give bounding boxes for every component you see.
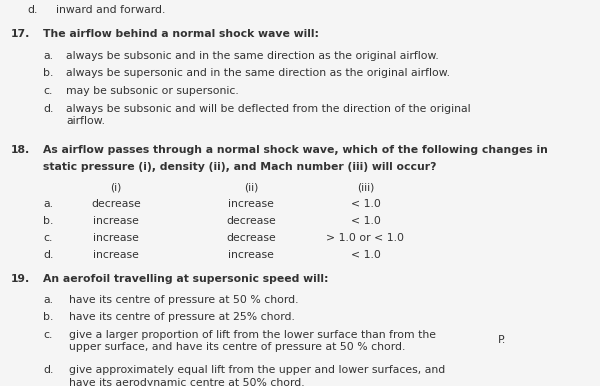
Text: always be supersonic and in the same direction as the original airflow.: always be supersonic and in the same dir… — [67, 68, 451, 78]
Text: The airflow behind a normal shock wave will:: The airflow behind a normal shock wave w… — [43, 29, 319, 39]
Text: increase: increase — [228, 200, 274, 210]
Text: b.: b. — [43, 312, 53, 322]
Text: a.: a. — [43, 200, 53, 210]
Text: decrease: decrease — [91, 200, 140, 210]
Text: c.: c. — [43, 234, 52, 244]
Text: b.: b. — [43, 217, 53, 227]
Text: (ii): (ii) — [244, 183, 258, 193]
Text: inward and forward.: inward and forward. — [56, 5, 166, 15]
Text: d.: d. — [28, 5, 38, 15]
Text: decrease: decrease — [226, 217, 276, 227]
Text: increase: increase — [228, 251, 274, 261]
Text: c.: c. — [43, 330, 52, 340]
Text: c.: c. — [43, 86, 52, 96]
Text: d.: d. — [43, 365, 53, 375]
Text: > 1.0 or < 1.0: > 1.0 or < 1.0 — [326, 234, 404, 244]
Text: 19.: 19. — [11, 274, 30, 284]
Text: 17.: 17. — [11, 29, 30, 39]
Text: 18.: 18. — [11, 145, 30, 155]
Text: a.: a. — [43, 51, 53, 61]
Text: always be subsonic and in the same direction as the original airflow.: always be subsonic and in the same direc… — [67, 51, 439, 61]
Text: < 1.0: < 1.0 — [350, 200, 380, 210]
Text: < 1.0: < 1.0 — [350, 251, 380, 261]
Text: b.: b. — [43, 68, 53, 78]
Text: (iii): (iii) — [357, 183, 374, 193]
Text: decrease: decrease — [226, 234, 276, 244]
Text: have its centre of pressure at 50 % chord.: have its centre of pressure at 50 % chor… — [69, 295, 299, 305]
Text: increase: increase — [93, 217, 139, 227]
Text: a.: a. — [43, 295, 53, 305]
Text: P.: P. — [497, 335, 506, 345]
Text: give approximately equal lift from the upper and lower surfaces, and
have its ae: give approximately equal lift from the u… — [69, 365, 445, 386]
Text: give a larger proportion of lift from the lower surface than from the
upper surf: give a larger proportion of lift from th… — [69, 330, 436, 352]
Text: have its centre of pressure at 25% chord.: have its centre of pressure at 25% chord… — [69, 312, 295, 322]
Text: always be subsonic and will be deflected from the direction of the original
airf: always be subsonic and will be deflected… — [67, 104, 471, 126]
Text: As airflow passes through a normal shock wave, which of the following changes in: As airflow passes through a normal shock… — [43, 145, 548, 155]
Text: static pressure (i), density (ii), and Mach number (iii) will occur?: static pressure (i), density (ii), and M… — [43, 162, 437, 172]
Text: increase: increase — [93, 234, 139, 244]
Text: may be subsonic or supersonic.: may be subsonic or supersonic. — [67, 86, 239, 96]
Text: d.: d. — [43, 251, 53, 261]
Text: < 1.0: < 1.0 — [350, 217, 380, 227]
Text: d.: d. — [43, 104, 53, 113]
Text: (i): (i) — [110, 183, 122, 193]
Text: An aerofoil travelling at supersonic speed will:: An aerofoil travelling at supersonic spe… — [43, 274, 329, 284]
Text: increase: increase — [93, 251, 139, 261]
